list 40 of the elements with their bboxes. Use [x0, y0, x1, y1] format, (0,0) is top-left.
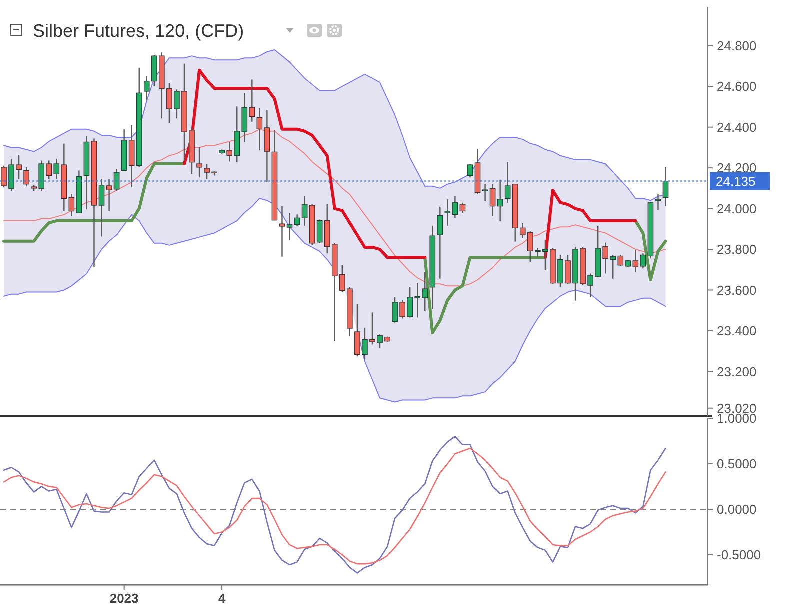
y-tick-label: 0.0000 — [717, 502, 757, 518]
candlestick — [444, 199, 451, 226]
y-tick-label: 24.800 — [717, 38, 757, 54]
ref-line-label: 24.135 — [716, 174, 756, 189]
candlestick — [279, 206, 286, 258]
y-tick-label: 24.600 — [717, 79, 757, 94]
candlestick — [106, 178, 112, 212]
y-tick-label: 23.200 — [717, 364, 757, 380]
candlestick — [302, 196, 308, 226]
x-tick-label: 2023 — [110, 591, 139, 606]
y-tick-label: -0.5000 — [717, 548, 762, 563]
candlestick — [632, 250, 639, 273]
candlestick — [655, 194, 662, 211]
candlestick — [98, 178, 105, 238]
candlestick — [460, 202, 466, 214]
candlestick — [256, 108, 263, 152]
candlestick — [286, 212, 293, 241]
candlestick — [437, 206, 444, 280]
candlestick — [662, 166, 669, 207]
y-tick-label: 24.400 — [717, 120, 757, 135]
candlestick — [24, 166, 30, 188]
text: Silber Futures, 120, (CFD) — [33, 21, 244, 41]
candlestick — [114, 168, 120, 192]
y-tick-label: 23.400 — [717, 324, 757, 339]
y-tick-label: 24.000 — [717, 201, 757, 216]
x-tick-label: 4 — [218, 591, 226, 606]
candlestick — [452, 196, 458, 219]
y-tick-label: 23.600 — [717, 282, 757, 298]
candlestick — [196, 146, 202, 178]
candlestick — [294, 214, 300, 228]
candlestick — [490, 184, 496, 217]
candlestick — [467, 163, 474, 178]
candlestick — [68, 194, 75, 217]
candlestick — [497, 179, 504, 222]
y-tick-label: 0.5000 — [717, 456, 757, 472]
candlestick — [264, 109, 270, 184]
y-tick-label: 23.800 — [717, 242, 757, 258]
candlestick — [640, 252, 646, 270]
candlestick — [482, 184, 488, 202]
y-tick-label: 24.200 — [717, 160, 757, 176]
